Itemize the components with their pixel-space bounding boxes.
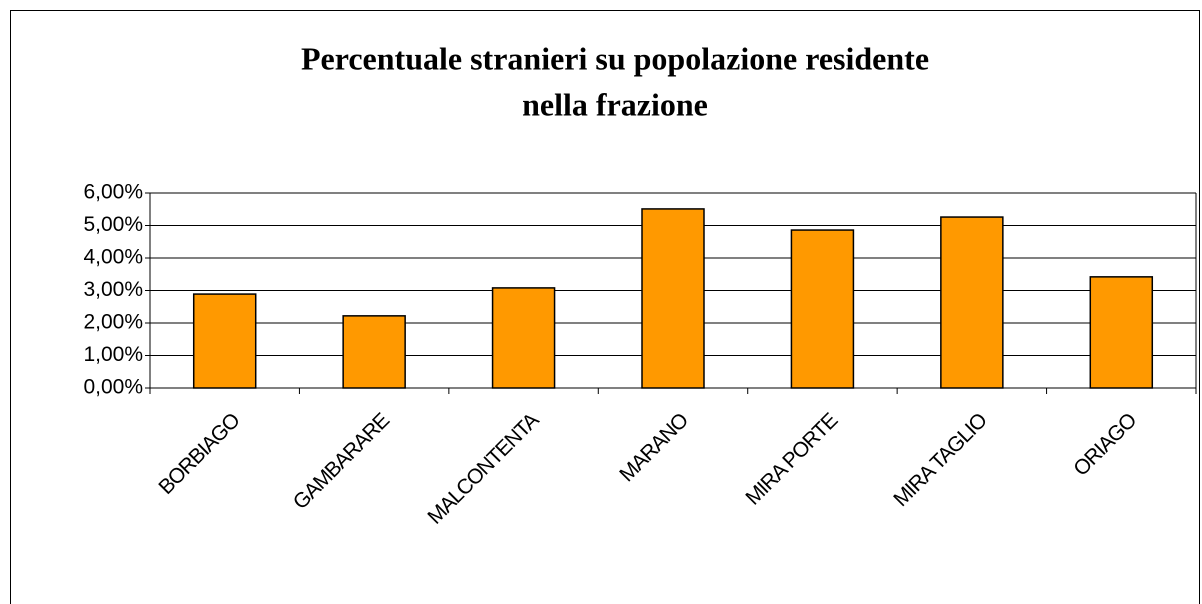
y-tick-label: 4,00% bbox=[83, 246, 143, 269]
bar bbox=[192, 293, 257, 389]
bar bbox=[342, 315, 406, 389]
y-tick-label: 6,00% bbox=[83, 181, 143, 204]
bar bbox=[790, 229, 855, 389]
bar bbox=[940, 216, 1004, 389]
y-tick-label: 1,00% bbox=[83, 343, 143, 366]
bar bbox=[491, 287, 556, 389]
y-tick-label: 5,00% bbox=[83, 213, 143, 236]
chart-title: nella frazione bbox=[522, 86, 708, 122]
bar bbox=[1089, 276, 1154, 389]
chart-title: Percentuale stranieri su popolazione res… bbox=[301, 40, 929, 76]
bar bbox=[641, 208, 705, 389]
y-tick-label: 2,00% bbox=[83, 311, 143, 334]
y-tick-label: 3,00% bbox=[83, 278, 143, 301]
y-tick-label: 0,00% bbox=[83, 376, 143, 399]
